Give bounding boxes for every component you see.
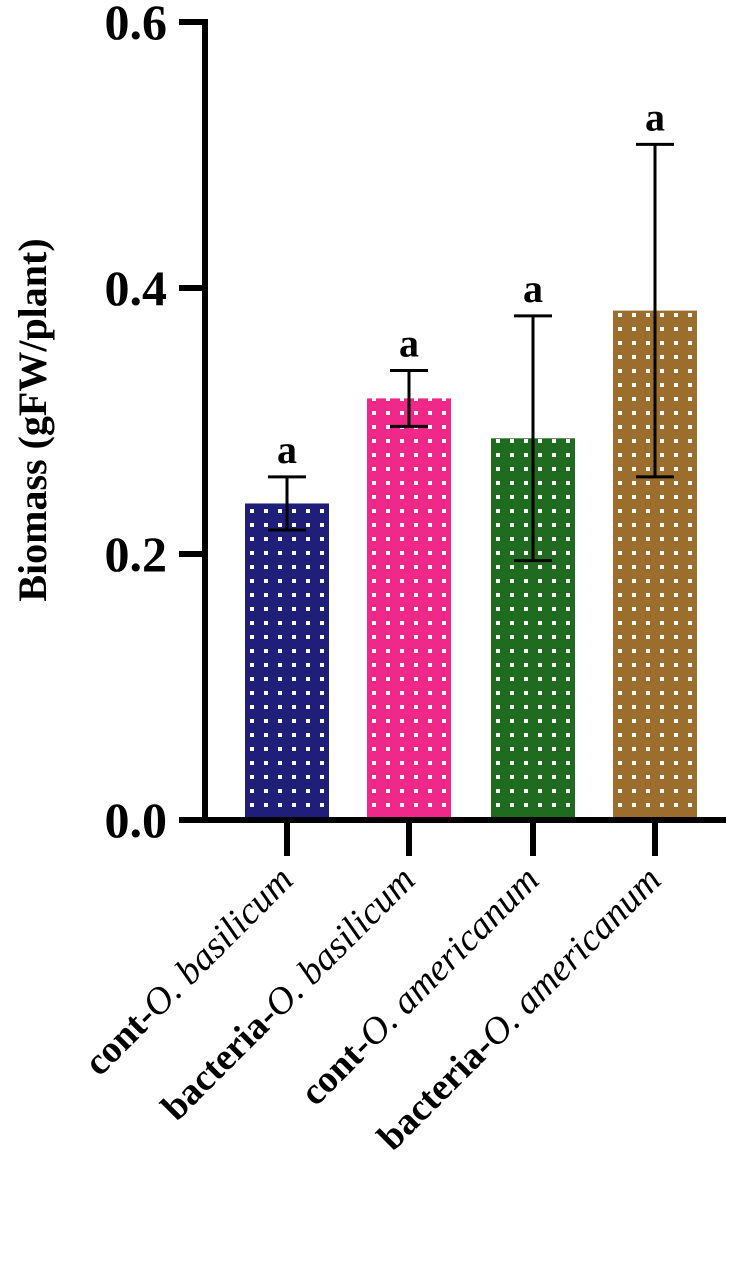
significance-label: a bbox=[645, 94, 665, 139]
y-tick-label: 0.0 bbox=[105, 792, 168, 848]
bar bbox=[245, 503, 329, 820]
bar bbox=[367, 398, 451, 820]
y-tick-label: 0.2 bbox=[105, 526, 168, 582]
significance-label: a bbox=[277, 427, 297, 472]
y-axis-label: Biomass (gFW/plant) bbox=[10, 238, 55, 601]
y-tick-label: 0.4 bbox=[105, 260, 168, 316]
significance-label: a bbox=[523, 266, 543, 311]
x-tick-label: cont-O. basilicum bbox=[76, 859, 301, 1084]
y-tick-label: 0.6 bbox=[105, 0, 168, 50]
significance-label: a bbox=[399, 320, 419, 365]
x-tick-label: cont-O. americanum bbox=[292, 859, 547, 1114]
